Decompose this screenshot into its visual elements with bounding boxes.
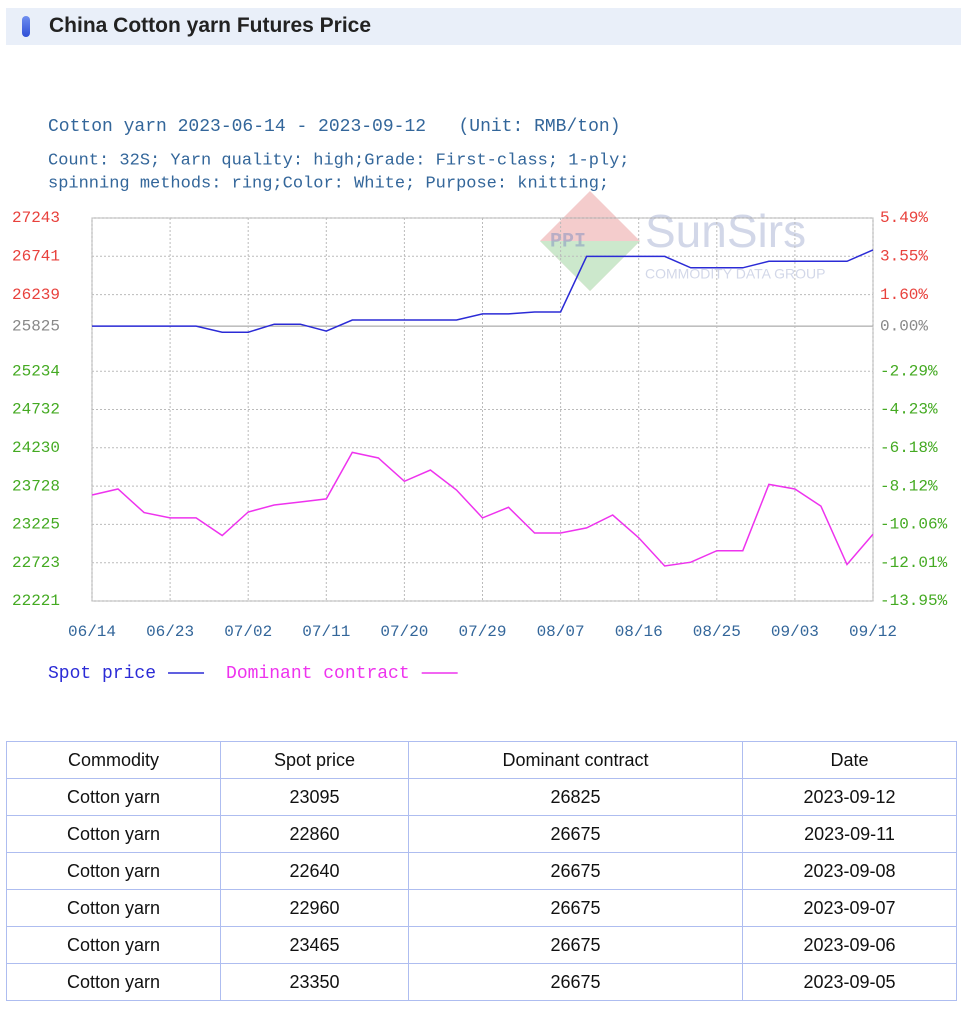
watermark-text: PPI bbox=[550, 230, 586, 253]
table-cell: Spot price bbox=[221, 742, 408, 778]
table-cell: 26675 bbox=[409, 816, 742, 852]
x-tick-label: 06/23 bbox=[146, 623, 194, 641]
y2-tick-label: -10.06% bbox=[880, 516, 948, 534]
y-tick-label: 25825 bbox=[12, 317, 60, 335]
y2-tick-label: 3.55% bbox=[880, 247, 928, 265]
table-row: Cotton yarn 22860 26675 2023-09-11 bbox=[7, 816, 956, 852]
y-tick-label: 24230 bbox=[12, 439, 60, 457]
table-cell: 2023-09-12 bbox=[743, 779, 956, 815]
table-cell: 2023-09-05 bbox=[743, 964, 956, 1000]
table-row: Cotton yarn 23350 26675 2023-09-05 bbox=[7, 964, 956, 1000]
y2-tick-label: -8.12% bbox=[880, 477, 938, 495]
y2-tick-label: 5.49% bbox=[880, 209, 928, 227]
header-bar: China Cotton yarn Futures Price bbox=[6, 8, 961, 45]
table-row: Cotton yarn 22960 26675 2023-09-07 bbox=[7, 890, 956, 926]
watermark-text: COMMODITY DATA GROUP bbox=[645, 266, 825, 282]
header-icon bbox=[22, 16, 30, 37]
x-tick-label: 07/11 bbox=[302, 623, 350, 641]
x-tick-label: 09/12 bbox=[849, 623, 897, 641]
x-tick-label: 07/29 bbox=[458, 623, 506, 641]
table-cell: Cotton yarn bbox=[7, 927, 220, 963]
y-tick-label: 25234 bbox=[12, 362, 60, 380]
table-cell: 23095 bbox=[221, 779, 408, 815]
series-line bbox=[91, 451, 874, 567]
x-tick-label: 08/16 bbox=[615, 623, 663, 641]
table-cell: 23465 bbox=[221, 927, 408, 963]
table-cell: 26825 bbox=[409, 779, 742, 815]
header-title: China Cotton yarn Futures Price bbox=[49, 14, 372, 37]
table-cell: Cotton yarn bbox=[7, 779, 220, 815]
y2-tick-label: -13.95% bbox=[880, 592, 948, 610]
table-cell: 22860 bbox=[221, 816, 408, 852]
series-line bbox=[92, 249, 874, 333]
table-cell: 2023-09-11 bbox=[743, 816, 956, 852]
watermark-logo bbox=[540, 191, 640, 291]
table-cell: 22960 bbox=[221, 890, 408, 926]
table-cell: Dominant contract bbox=[409, 742, 742, 778]
table-cell: Cotton yarn bbox=[7, 964, 220, 1000]
watermark-text: SunSirs bbox=[645, 205, 806, 257]
table-cell: 22640 bbox=[221, 853, 408, 889]
y-tick-label: 27243 bbox=[12, 209, 60, 227]
chart: Cotton yarn 2023-06-14 - 2023-09-12 (Uni… bbox=[12, 117, 948, 684]
chart-subtitle: spinning methods: ring;Color: White; Pur… bbox=[48, 174, 609, 193]
table-cell: 26675 bbox=[409, 853, 742, 889]
table-cell: Cotton yarn bbox=[7, 816, 220, 852]
chart-title: Cotton yarn 2023-06-14 - 2023-09-12 (Uni… bbox=[48, 117, 621, 137]
x-tick-label: 07/02 bbox=[224, 623, 272, 641]
x-tick-label: 07/20 bbox=[380, 623, 428, 641]
table-cell: Commodity bbox=[7, 742, 220, 778]
y-tick-label: 26239 bbox=[12, 286, 60, 304]
y2-tick-label: 1.60% bbox=[880, 286, 928, 304]
y2-tick-label: -12.01% bbox=[880, 554, 948, 572]
legend-label: Spot price bbox=[48, 664, 156, 684]
chart-subtitle: Count: 32S; Yarn quality: high;Grade: Fi… bbox=[48, 151, 630, 170]
y2-tick-label: -4.23% bbox=[880, 401, 938, 419]
x-tick-label: 08/25 bbox=[693, 623, 741, 641]
table-row: Cotton yarn 23465 26675 2023-09-06 bbox=[7, 927, 956, 963]
x-tick-label: 08/07 bbox=[537, 623, 585, 641]
y2-tick-label: -6.18% bbox=[880, 439, 938, 457]
table-cell: 2023-09-08 bbox=[743, 853, 956, 889]
legend-label: Dominant contract bbox=[226, 664, 410, 684]
table-row: Cotton yarn 23095 26825 2023-09-12 bbox=[7, 779, 956, 815]
table-cell: Cotton yarn bbox=[7, 890, 220, 926]
y-tick-label: 22723 bbox=[12, 554, 60, 572]
y-tick-label: 22221 bbox=[12, 592, 60, 610]
y-tick-label: 23225 bbox=[12, 516, 60, 534]
table-header-row: Commodity Spot price Dominant contract Date bbox=[7, 742, 956, 778]
watermark-logo bbox=[540, 241, 640, 291]
y-tick-label: 24732 bbox=[12, 401, 60, 419]
table-cell: Cotton yarn bbox=[7, 853, 220, 889]
table-cell: 23350 bbox=[221, 964, 408, 1000]
price-table: Commodity Spot price Dominant contract Date… bbox=[6, 741, 957, 1001]
table-cell: 26675 bbox=[409, 927, 742, 963]
y-tick-label: 23728 bbox=[12, 477, 60, 495]
table-cell: 26675 bbox=[409, 964, 742, 1000]
x-tick-label: 06/14 bbox=[68, 623, 116, 641]
x-tick-label: 09/03 bbox=[771, 623, 819, 641]
y-tick-label: 26741 bbox=[12, 248, 60, 266]
table-cell: 26675 bbox=[409, 890, 742, 926]
y2-tick-label: -2.29% bbox=[880, 362, 938, 380]
table-cell: Date bbox=[743, 742, 956, 778]
table-row: Cotton yarn 22640 26675 2023-09-08 bbox=[7, 853, 956, 889]
table-cell: 2023-09-06 bbox=[743, 927, 956, 963]
table-cell: 2023-09-07 bbox=[743, 890, 956, 926]
watermark bbox=[540, 191, 640, 291]
y2-tick-label: 0.00% bbox=[880, 317, 928, 335]
